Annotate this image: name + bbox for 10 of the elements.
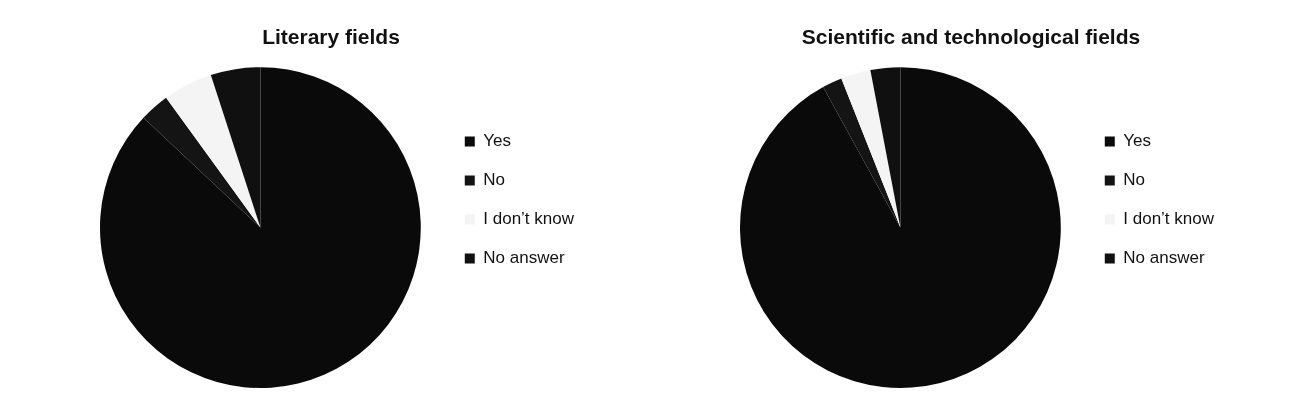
legend-label: Yes [1123,131,1152,151]
legend-label: I don’t know [1123,209,1215,229]
legend-label: I don’t know [483,209,575,229]
legend-label: No [483,170,506,190]
legend-label: Yes [483,131,512,151]
chart-title: Literary fields [262,25,400,49]
legend-label: No [1123,170,1146,190]
legend-label: No answer [483,248,565,268]
chart-title: Scientific and technological fields [801,25,1141,49]
legend-label: No answer [1123,248,1205,268]
